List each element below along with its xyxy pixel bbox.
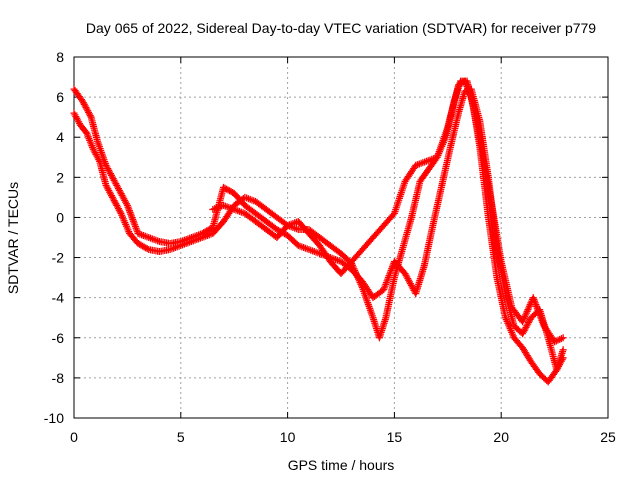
plot-frame xyxy=(73,56,609,419)
x-tick-label: 20 xyxy=(493,429,509,445)
data-points xyxy=(70,77,567,386)
chart-title: Day 065 of 2022, Sidereal Day-to-day VTE… xyxy=(86,20,596,36)
series-track-c xyxy=(209,77,567,346)
data-point xyxy=(143,245,151,253)
x-axis-label: GPS time / hours xyxy=(288,457,395,473)
x-tick-label: 0 xyxy=(70,429,78,445)
x-tick-label: 10 xyxy=(280,429,296,445)
y-tick-label: -8 xyxy=(52,370,65,386)
y-tick-label: -2 xyxy=(52,250,65,266)
x-tick-label: 15 xyxy=(387,429,403,445)
data-point xyxy=(123,200,131,208)
data-point xyxy=(116,208,124,216)
y-tick-label: -4 xyxy=(52,290,65,306)
y-tick-label: 6 xyxy=(56,89,64,105)
axis-ticks: 0 5 10 15 20 25 -10 -8 -6 -4 -2 0 2 4 6 8 xyxy=(44,49,616,445)
y-tick-label: 0 xyxy=(56,209,64,225)
y-tick-label: 2 xyxy=(56,169,64,185)
y-tick-label: 4 xyxy=(56,129,64,145)
x-tick-label: 5 xyxy=(177,429,185,445)
x-tick-label: 25 xyxy=(600,429,616,445)
y-tick-label: 8 xyxy=(56,49,64,65)
y-tick-label: -6 xyxy=(52,330,65,346)
y-tick-label: -10 xyxy=(44,410,64,426)
data-point xyxy=(559,334,567,342)
data-point xyxy=(86,112,94,120)
y-axis-label: SDTVAR / TECUs xyxy=(5,182,21,294)
data-point xyxy=(559,346,567,354)
